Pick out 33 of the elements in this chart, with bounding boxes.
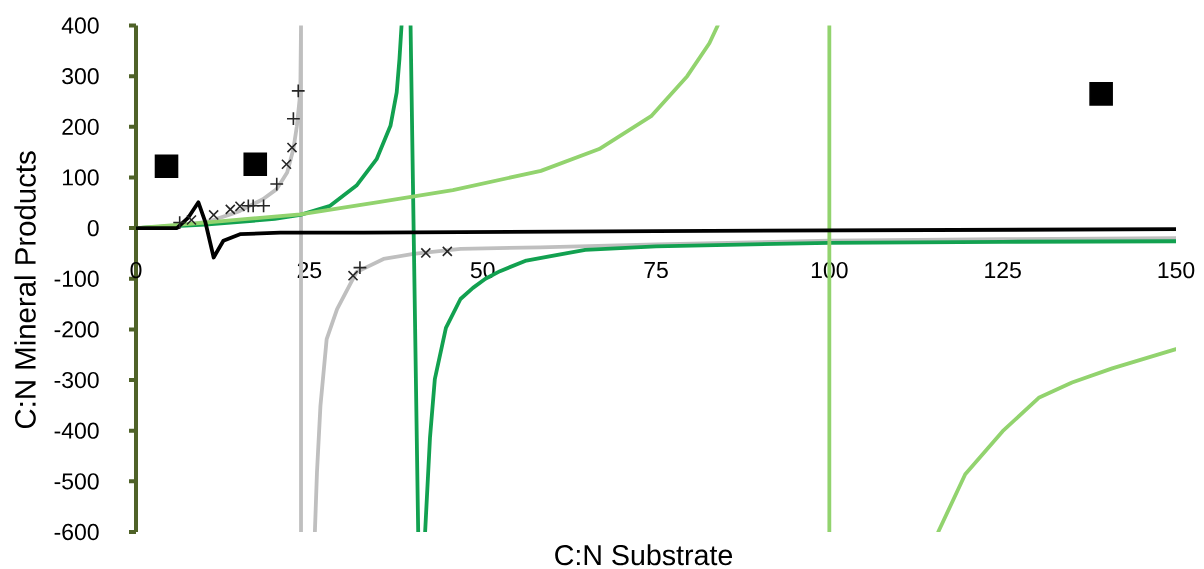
y-tick-label: 400 (61, 17, 99, 34)
y-tick-label: 200 (62, 118, 99, 135)
point (281, 158, 292, 170)
y-tick-label: 300 (62, 68, 99, 85)
point (352, 260, 368, 275)
point (286, 142, 298, 153)
point (256, 198, 271, 214)
point (441, 246, 453, 257)
y-tick-label: -300 (54, 371, 99, 389)
point (347, 270, 359, 282)
point (243, 152, 268, 177)
y-tick-label: -200 (54, 321, 99, 338)
point (420, 247, 432, 259)
line-series (136, 200, 1177, 260)
y-tick-label: -600 (54, 523, 99, 541)
point (172, 215, 187, 230)
point (1089, 82, 1113, 106)
x-axis-title: C:N Substrate (555, 544, 733, 566)
y-tick-label: -500 (54, 473, 99, 490)
x-tick-label: 75 (644, 262, 668, 279)
y-tick-label: 0 (87, 219, 99, 237)
point (208, 209, 219, 221)
y-tick-label: -100 (54, 270, 99, 287)
point (269, 176, 284, 192)
y-tick-label: 100 (62, 169, 99, 186)
y-tick-label: -400 (54, 422, 99, 439)
point (186, 214, 197, 226)
point (286, 111, 301, 126)
point (154, 154, 179, 179)
x-tick-label: 150 (1158, 261, 1195, 279)
x-tick-label: 125 (985, 261, 1021, 279)
y-axis-title: C:N Mineral Products (14, 151, 36, 429)
point (291, 83, 306, 99)
